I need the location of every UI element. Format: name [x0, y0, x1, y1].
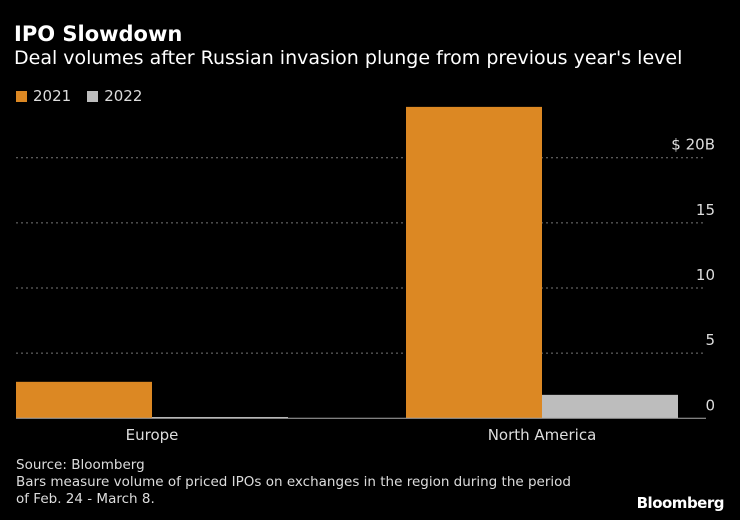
legend: 2021 2022: [16, 87, 142, 105]
legend-label-2021: 2021: [33, 87, 72, 105]
y-tick-label: 15: [696, 201, 715, 219]
y-tick-label: 10: [696, 266, 715, 284]
legend-swatch-2022: [87, 90, 99, 102]
plot-area: 0 5 10 15 $ 20B Europe North America: [16, 106, 715, 444]
chart-title: IPO Slowdown: [14, 22, 183, 46]
bar-2022-north-america: [542, 394, 678, 419]
footnote-line-1: Bars measure volume of priced IPOs on ex…: [16, 474, 571, 490]
legend-swatch-2021: [16, 90, 27, 102]
x-tick-label: Europe: [126, 426, 179, 444]
y-tick-label: $ 20B: [671, 136, 715, 154]
bar-2021-north-america: [406, 106, 542, 419]
bloomberg-logo: Bloomberg: [636, 494, 725, 512]
y-tick-label: 0: [705, 396, 715, 414]
x-tick-label: North America: [488, 426, 597, 444]
footnote-line-2: of Feb. 24 - March 8.: [16, 491, 155, 507]
bar-2021-europe: [16, 381, 152, 419]
y-tick-label: 5: [705, 331, 715, 349]
bar-2022-europe: [152, 416, 288, 419]
source-note: Source: Bloomberg: [16, 457, 145, 473]
chart-subtitle: Deal volumes after Russian invasion plun…: [14, 47, 683, 69]
legend-label-2022: 2022: [104, 87, 143, 105]
